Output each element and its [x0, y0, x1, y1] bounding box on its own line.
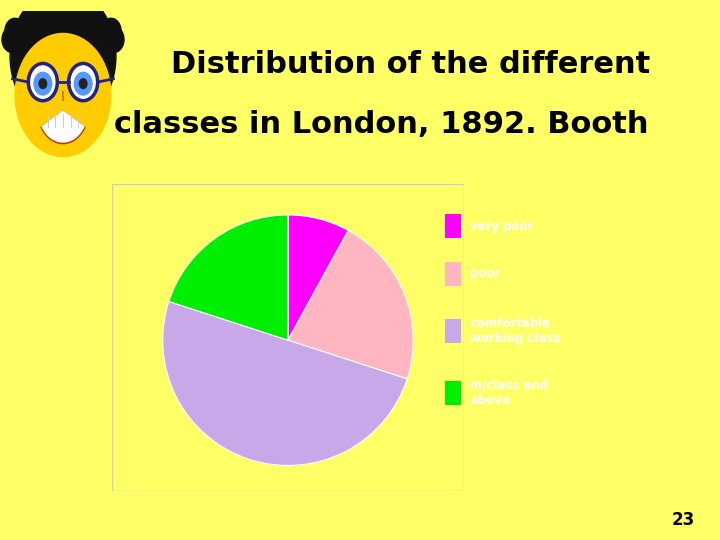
Text: classes in London, 1892. Booth: classes in London, 1892. Booth — [114, 110, 649, 139]
Bar — [445, 262, 461, 286]
Bar — [445, 319, 461, 343]
Circle shape — [81, 0, 102, 25]
Text: 23: 23 — [672, 511, 695, 529]
Circle shape — [79, 79, 87, 89]
Wedge shape — [169, 215, 288, 340]
Circle shape — [30, 66, 55, 98]
Wedge shape — [288, 231, 413, 379]
Circle shape — [34, 72, 52, 95]
Text: comfortable
working class: comfortable working class — [470, 317, 560, 345]
Bar — [445, 214, 461, 238]
Wedge shape — [163, 301, 407, 465]
Circle shape — [24, 0, 45, 25]
Wedge shape — [288, 215, 348, 340]
Circle shape — [10, 0, 116, 124]
Circle shape — [74, 72, 92, 95]
Circle shape — [101, 18, 121, 44]
Text: Distribution of the different: Distribution of the different — [171, 50, 650, 79]
Circle shape — [2, 26, 22, 52]
Wedge shape — [41, 111, 85, 144]
Text: very poor: very poor — [470, 220, 534, 233]
Circle shape — [71, 66, 96, 98]
Wedge shape — [42, 111, 84, 142]
Bar — [445, 381, 461, 404]
Circle shape — [5, 18, 25, 44]
Circle shape — [53, 0, 73, 17]
Circle shape — [39, 79, 47, 89]
Circle shape — [104, 26, 124, 52]
Text: poor: poor — [470, 267, 500, 280]
Circle shape — [15, 33, 111, 157]
Text: m/class and
above: m/class and above — [470, 379, 548, 407]
